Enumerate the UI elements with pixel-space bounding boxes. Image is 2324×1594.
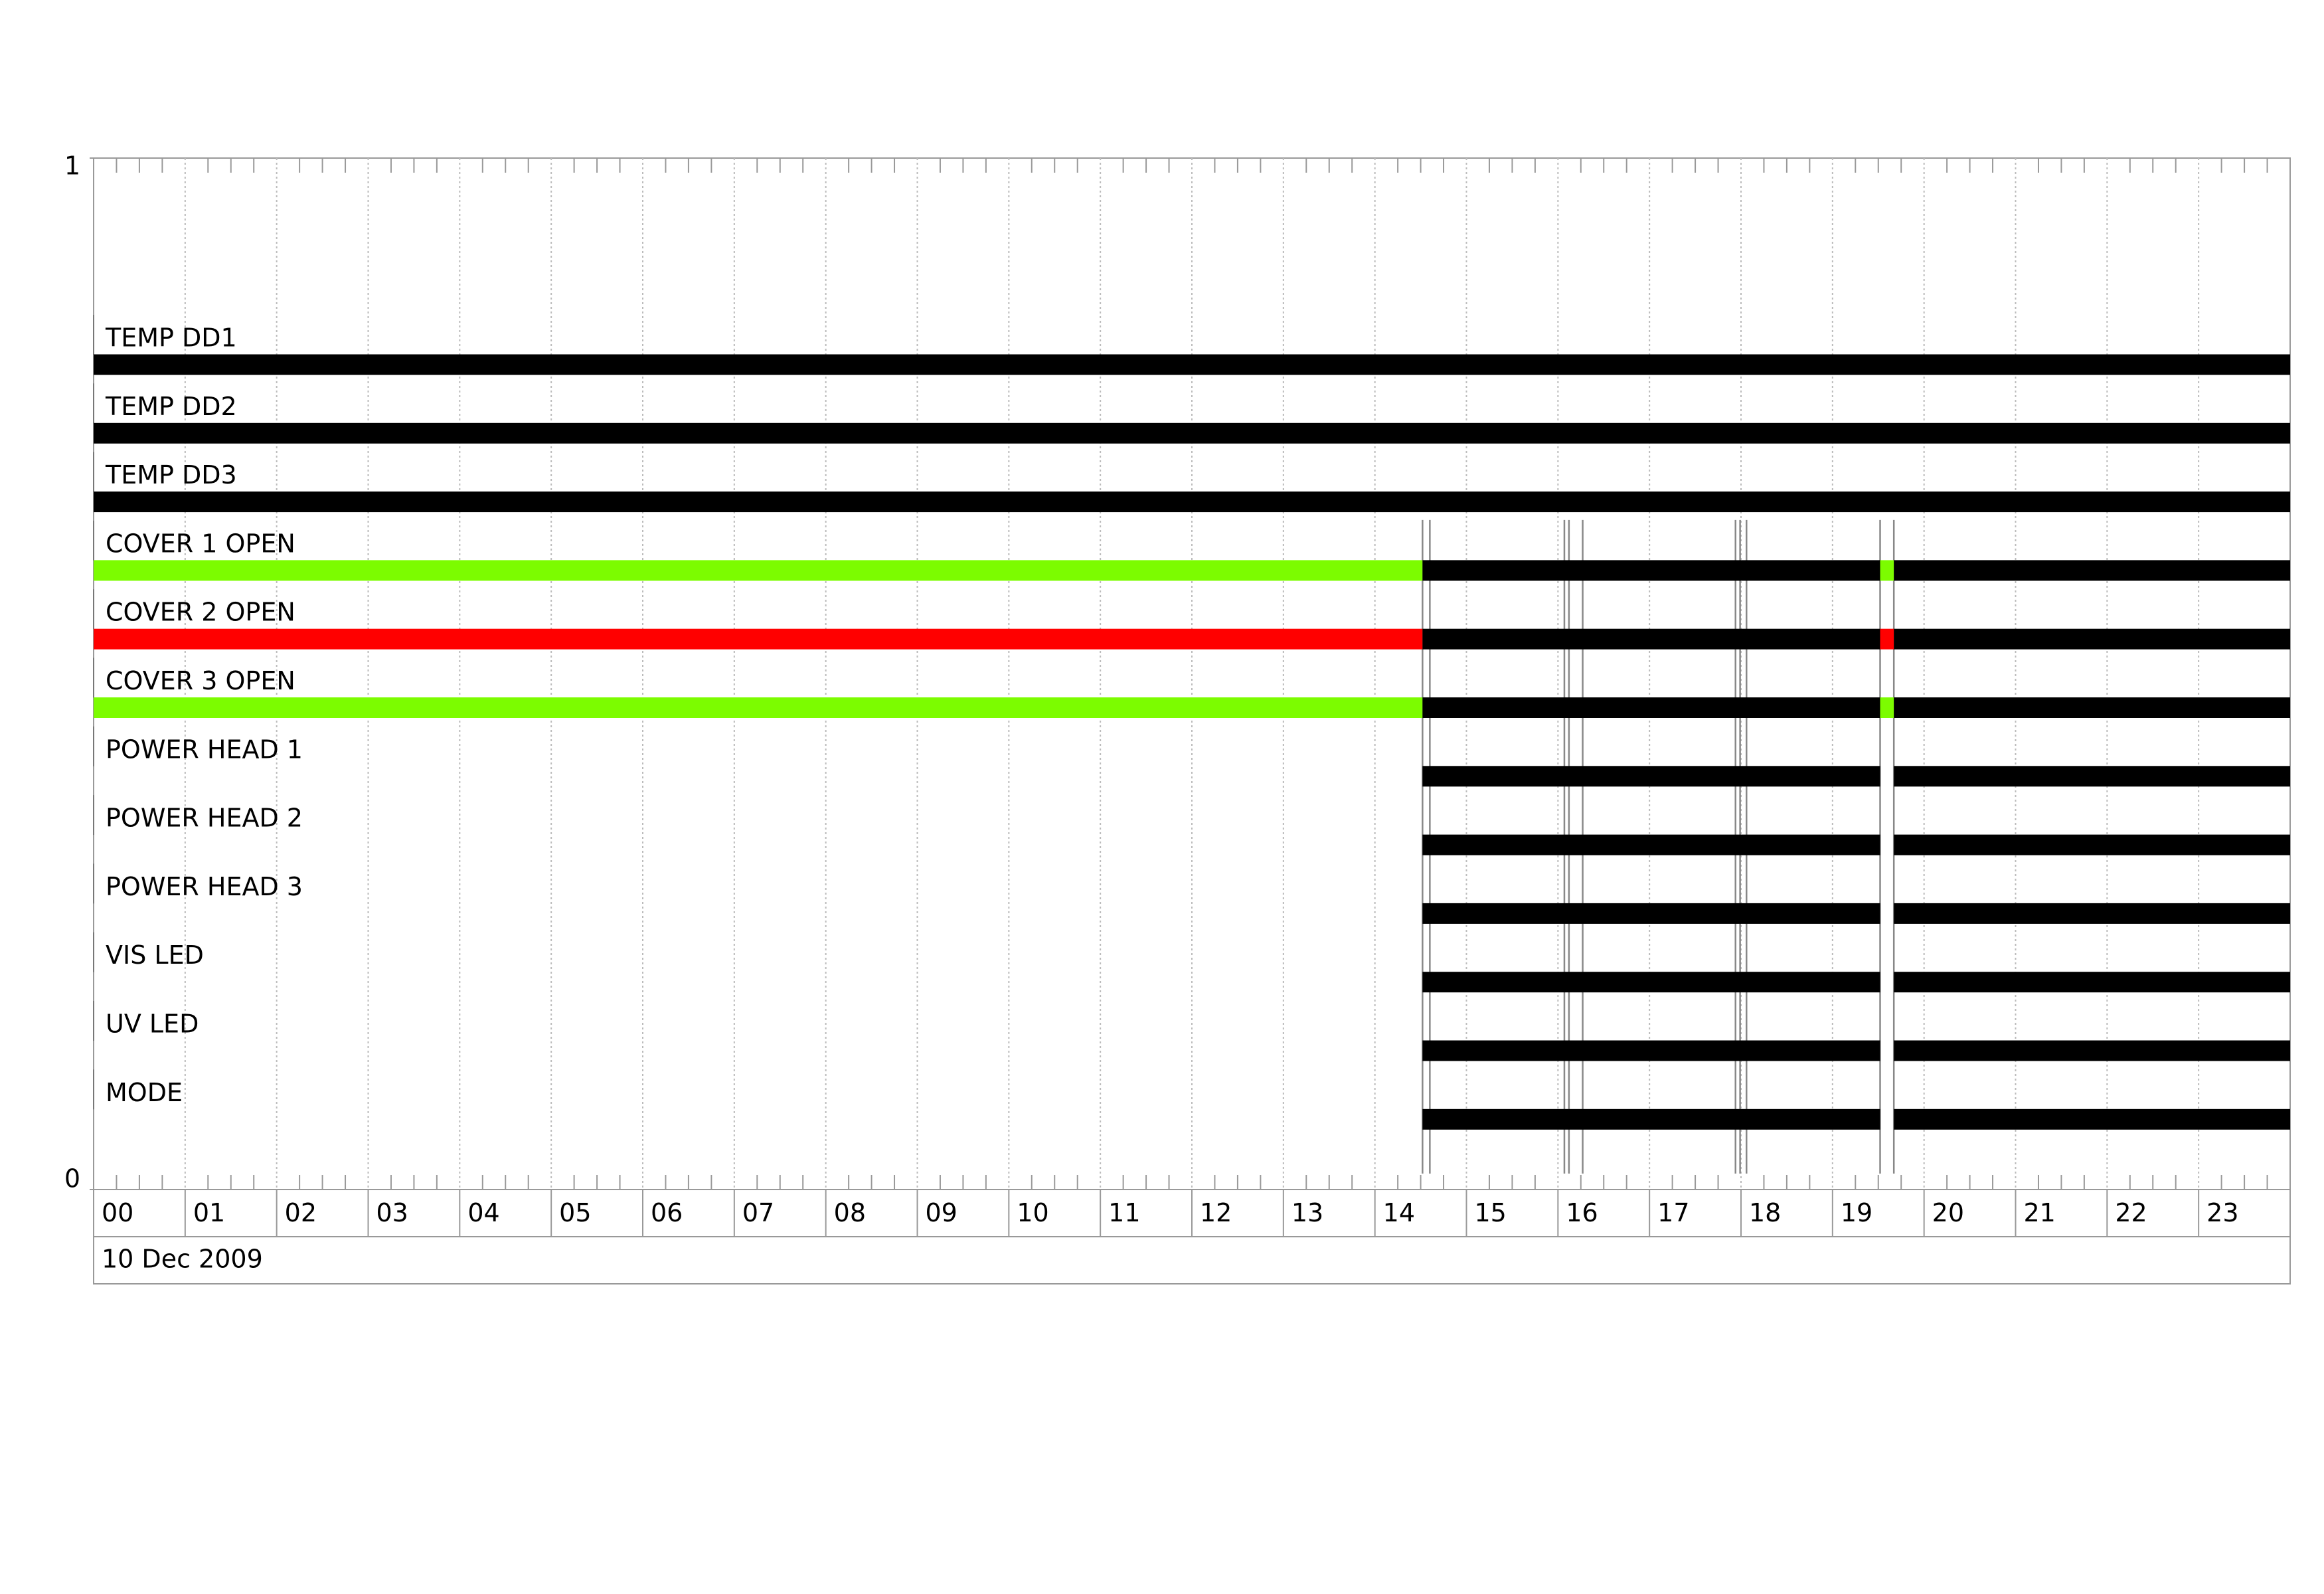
row-label: COVER 3 OPEN xyxy=(106,666,295,695)
segment xyxy=(1894,1108,2290,1130)
segment xyxy=(1894,560,2290,581)
x-tick-label: 17 xyxy=(1657,1198,1689,1227)
x-tick-label: 19 xyxy=(1841,1198,1872,1227)
x-tick-label: 11 xyxy=(1108,1198,1140,1227)
segment xyxy=(94,354,2290,375)
x-tick-label: 04 xyxy=(467,1198,499,1227)
x-tick-label: 10 xyxy=(1017,1198,1048,1227)
x-tick-label: 15 xyxy=(1475,1198,1507,1227)
row-label: VIS LED xyxy=(106,940,204,970)
x-tick-label: 22 xyxy=(2115,1198,2147,1227)
segment xyxy=(1880,560,1894,581)
x-tick-label: 06 xyxy=(651,1198,683,1227)
x-tick-label: 13 xyxy=(1291,1198,1323,1227)
segment xyxy=(1894,1040,2290,1061)
x-tick-label: 00 xyxy=(102,1198,133,1227)
x-tick-label: 09 xyxy=(926,1198,957,1227)
segment xyxy=(1880,628,1894,650)
segment xyxy=(1422,1108,1880,1130)
row-label: COVER 2 OPEN xyxy=(106,598,295,627)
segment xyxy=(1422,628,1880,650)
segment xyxy=(1422,560,1880,581)
row-label: POWER HEAD 1 xyxy=(106,735,303,764)
x-tick-label: 21 xyxy=(2024,1198,2056,1227)
row-label: MODE xyxy=(106,1078,183,1107)
segment xyxy=(1880,697,1894,718)
x-tick-label: 08 xyxy=(834,1198,866,1227)
segment xyxy=(1422,903,1880,924)
x-tick-label: 16 xyxy=(1566,1198,1598,1227)
segment xyxy=(94,491,2290,513)
segment xyxy=(1422,1040,1880,1061)
date-label: 10 Dec 2009 xyxy=(102,1245,263,1274)
segment xyxy=(1422,766,1880,787)
x-tick-label: 03 xyxy=(376,1198,408,1227)
segment xyxy=(1894,972,2290,993)
row-label: POWER HEAD 3 xyxy=(106,872,303,901)
row-label: TEMP DD1 xyxy=(105,323,237,353)
x-tick-label: 23 xyxy=(2206,1198,2238,1227)
row-label: TEMP DD3 xyxy=(105,460,237,489)
row-label: COVER 1 OPEN xyxy=(106,529,295,558)
x-tick-label: 20 xyxy=(1932,1198,1964,1227)
segment xyxy=(1894,628,2290,650)
segment xyxy=(1894,766,2290,787)
x-tick-label: 01 xyxy=(193,1198,225,1227)
x-tick-label: 05 xyxy=(559,1198,591,1227)
segment xyxy=(1422,697,1880,718)
row-label: UV LED xyxy=(106,1010,199,1039)
segment xyxy=(94,697,1423,718)
y-tick-label: 0 xyxy=(64,1164,80,1194)
segment xyxy=(1422,972,1880,993)
x-tick-label: 18 xyxy=(1749,1198,1781,1227)
segment xyxy=(1422,834,1880,855)
x-tick-label: 14 xyxy=(1383,1198,1415,1227)
segment xyxy=(94,560,1423,581)
row-label: POWER HEAD 2 xyxy=(106,804,303,833)
x-tick-label: 12 xyxy=(1200,1198,1232,1227)
segment xyxy=(1894,834,2290,855)
segment xyxy=(94,422,2290,444)
x-tick-label: 07 xyxy=(742,1198,774,1227)
row-label: TEMP DD2 xyxy=(105,392,237,421)
x-tick-label: 02 xyxy=(285,1198,317,1227)
segment xyxy=(1894,903,2290,924)
segment xyxy=(94,628,1423,650)
segment xyxy=(1894,697,2290,718)
y-tick-label: 1 xyxy=(64,151,80,181)
